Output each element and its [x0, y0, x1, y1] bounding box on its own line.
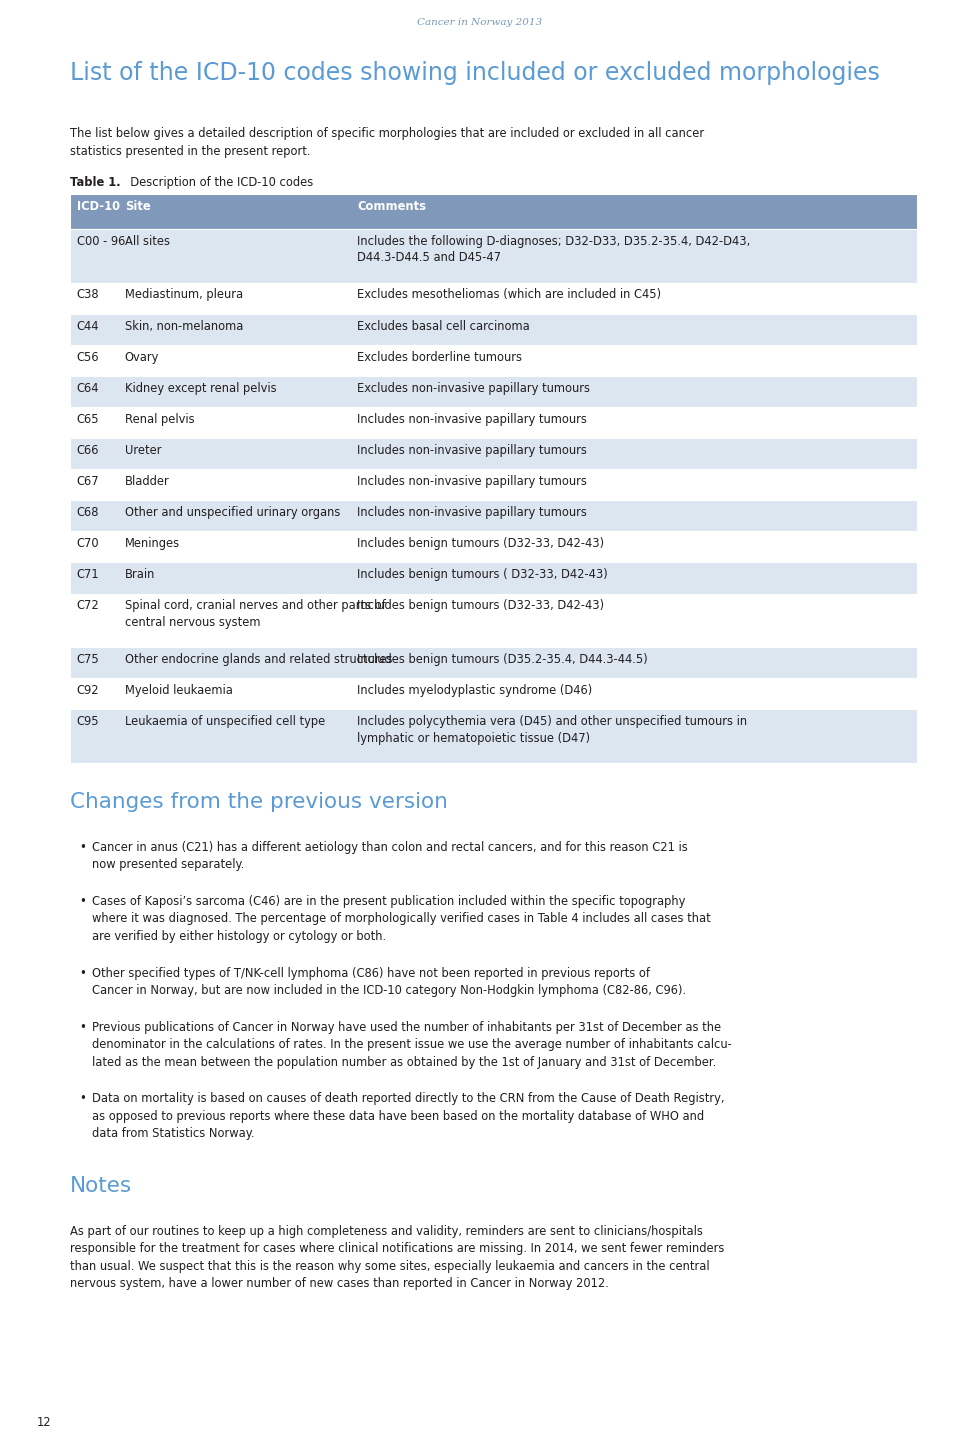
Text: Table 1.: Table 1.: [70, 176, 121, 189]
FancyBboxPatch shape: [70, 531, 917, 562]
Text: Other endocrine glands and related structures: Other endocrine glands and related struc…: [125, 652, 393, 665]
Text: Includes myelodyplastic syndrome (D46): Includes myelodyplastic syndrome (D46): [357, 684, 592, 697]
Text: •: •: [80, 966, 86, 979]
Text: C70: C70: [77, 536, 100, 549]
Text: C67: C67: [77, 474, 100, 487]
Text: Other specified types of T/NK-cell lymphoma (C86) have not been reported in prev: Other specified types of T/NK-cell lymph…: [92, 966, 686, 998]
Text: Includes non-invasive papillary tumours: Includes non-invasive papillary tumours: [357, 412, 587, 425]
Text: Myeloid leukaemia: Myeloid leukaemia: [125, 684, 232, 697]
Text: Spinal cord, cranial nerves and other parts of
central nervous system: Spinal cord, cranial nerves and other pa…: [125, 599, 386, 629]
FancyBboxPatch shape: [70, 406, 917, 438]
Text: •: •: [80, 840, 86, 853]
Text: All sites: All sites: [125, 234, 170, 247]
FancyBboxPatch shape: [70, 376, 917, 406]
Text: Meninges: Meninges: [125, 536, 180, 549]
Text: Skin, non-melanoma: Skin, non-melanoma: [125, 320, 243, 333]
Text: Other and unspecified urinary organs: Other and unspecified urinary organs: [125, 506, 340, 519]
Text: •: •: [80, 1021, 86, 1034]
Text: C56: C56: [77, 350, 100, 363]
Text: C75: C75: [77, 652, 100, 665]
FancyBboxPatch shape: [70, 593, 917, 646]
FancyBboxPatch shape: [70, 500, 917, 531]
Text: C68: C68: [77, 506, 99, 519]
Text: Ovary: Ovary: [125, 350, 159, 363]
Text: Excludes borderline tumours: Excludes borderline tumours: [357, 350, 522, 363]
Text: Includes benign tumours ( D32-33, D42-43): Includes benign tumours ( D32-33, D42-43…: [357, 568, 608, 581]
Text: Ureter: Ureter: [125, 444, 161, 457]
FancyBboxPatch shape: [70, 469, 917, 500]
Text: C72: C72: [77, 599, 100, 612]
Text: •: •: [80, 1092, 86, 1105]
FancyBboxPatch shape: [70, 709, 917, 762]
Text: Mediastinum, pleura: Mediastinum, pleura: [125, 289, 243, 301]
Text: Site: Site: [125, 200, 151, 213]
Text: Includes benign tumours (D32-33, D42-43): Includes benign tumours (D32-33, D42-43): [357, 599, 604, 612]
Text: ICD-10: ICD-10: [77, 200, 120, 213]
FancyBboxPatch shape: [70, 194, 917, 228]
Text: Kidney except renal pelvis: Kidney except renal pelvis: [125, 382, 276, 395]
Text: As part of our routines to keep up a high completeness and validity, reminders a: As part of our routines to keep up a hig…: [70, 1225, 725, 1290]
Text: C95: C95: [77, 714, 100, 727]
FancyBboxPatch shape: [70, 314, 917, 344]
Text: Previous publications of Cancer in Norway have used the number of inhabitants pe: Previous publications of Cancer in Norwa…: [92, 1021, 732, 1069]
Text: C38: C38: [77, 289, 100, 301]
Text: Brain: Brain: [125, 568, 156, 581]
Text: Description of the ICD-10 codes: Description of the ICD-10 codes: [123, 176, 313, 189]
Text: Includes the following D-diagnoses; D32-D33, D35.2-35.4, D42-D43,
D44.3-D44.5 an: Includes the following D-diagnoses; D32-…: [357, 234, 751, 265]
FancyBboxPatch shape: [70, 646, 917, 678]
Text: C64: C64: [77, 382, 99, 395]
FancyBboxPatch shape: [70, 228, 917, 282]
Text: Cases of Kaposi’s sarcoma (C46) are in the present publication included within t: Cases of Kaposi’s sarcoma (C46) are in t…: [92, 895, 711, 943]
Text: C65: C65: [77, 412, 100, 425]
Text: C00 - 96: C00 - 96: [77, 234, 125, 247]
FancyBboxPatch shape: [70, 678, 917, 709]
Text: Changes from the previous version: Changes from the previous version: [70, 791, 448, 811]
Text: Cancer in anus (C21) has a different aetiology than colon and rectal cancers, an: Cancer in anus (C21) has a different aet…: [92, 840, 688, 872]
Text: Data on mortality is based on causes of death reported directly to the CRN from : Data on mortality is based on causes of …: [92, 1092, 725, 1141]
Text: Bladder: Bladder: [125, 474, 170, 487]
Text: •: •: [80, 895, 86, 908]
Text: Includes benign tumours (D32-33, D42-43): Includes benign tumours (D32-33, D42-43): [357, 536, 604, 549]
FancyBboxPatch shape: [70, 344, 917, 376]
Text: 12: 12: [36, 1416, 51, 1429]
Text: Includes non-invasive papillary tumours: Includes non-invasive papillary tumours: [357, 474, 587, 487]
Text: statistics presented in the present report.: statistics presented in the present repo…: [70, 145, 311, 158]
FancyBboxPatch shape: [70, 438, 917, 469]
Text: Includes non-invasive papillary tumours: Includes non-invasive papillary tumours: [357, 506, 587, 519]
Text: Notes: Notes: [70, 1176, 132, 1196]
Text: Includes non-invasive papillary tumours: Includes non-invasive papillary tumours: [357, 444, 587, 457]
Text: Excludes mesotheliomas (which are included in C45): Excludes mesotheliomas (which are includ…: [357, 289, 661, 301]
Text: C71: C71: [77, 568, 100, 581]
Text: C44: C44: [77, 320, 99, 333]
Text: Cancer in Norway 2013: Cancer in Norway 2013: [418, 17, 542, 27]
FancyBboxPatch shape: [70, 282, 917, 314]
FancyBboxPatch shape: [70, 562, 917, 593]
Text: Includes benign tumours (D35.2-35.4, D44.3-44.5): Includes benign tumours (D35.2-35.4, D44…: [357, 652, 648, 665]
Text: List of the ICD-10 codes showing included or excluded morphologies: List of the ICD-10 codes showing include…: [70, 61, 880, 85]
Text: Excludes non-invasive papillary tumours: Excludes non-invasive papillary tumours: [357, 382, 590, 395]
Text: Renal pelvis: Renal pelvis: [125, 412, 195, 425]
Text: Includes polycythemia vera (D45) and other unspecified tumours in
lymphatic or h: Includes polycythemia vera (D45) and oth…: [357, 714, 747, 745]
Text: C92: C92: [77, 684, 100, 697]
Text: The list below gives a detailed description of specific morphologies that are in: The list below gives a detailed descript…: [70, 127, 705, 140]
Text: C66: C66: [77, 444, 99, 457]
Text: Comments: Comments: [357, 200, 426, 213]
Text: Leukaemia of unspecified cell type: Leukaemia of unspecified cell type: [125, 714, 325, 727]
Text: Excludes basal cell carcinoma: Excludes basal cell carcinoma: [357, 320, 530, 333]
